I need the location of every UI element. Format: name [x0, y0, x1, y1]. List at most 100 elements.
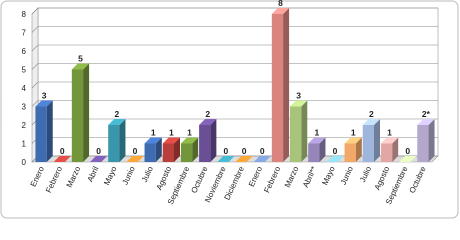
- bar-top: [108, 119, 126, 125]
- bar-top: [199, 119, 217, 125]
- value-label: 3: [296, 91, 301, 101]
- y-tick-label: 8: [22, 10, 27, 19]
- bar-group: [217, 156, 235, 162]
- bar-top: [71, 63, 90, 70]
- bar-group: [162, 137, 180, 162]
- bar-top: [344, 137, 362, 144]
- grid-line: [31, 44, 438, 52]
- bar-top: [53, 156, 71, 162]
- bar: [71, 69, 84, 162]
- value-label: 1: [314, 128, 319, 138]
- bar-top: [271, 8, 290, 14]
- value-label: 0: [405, 146, 410, 156]
- value-label: 0: [60, 146, 65, 156]
- bar-top: [290, 100, 308, 107]
- bar: [35, 106, 47, 162]
- bar-top: [380, 137, 399, 144]
- bar-side: [392, 137, 399, 162]
- bar-group: [71, 63, 90, 162]
- value-label: 2*: [422, 109, 431, 119]
- value-label: 5: [78, 54, 83, 64]
- bar-top: [308, 137, 326, 144]
- bar: [308, 143, 320, 162]
- bar-group: [417, 119, 435, 162]
- y-tick-label: 4: [22, 84, 27, 93]
- bar-top: [35, 100, 53, 107]
- bar-group: [308, 137, 326, 162]
- bar: [271, 14, 284, 162]
- value-label: 8: [278, 0, 283, 8]
- bar-side: [119, 119, 126, 162]
- bar: [380, 143, 393, 162]
- bar-group: [271, 8, 290, 162]
- bar: [290, 106, 302, 162]
- bar-side: [83, 63, 90, 162]
- bar: [344, 143, 356, 162]
- value-label: 2: [114, 109, 119, 119]
- y-tick-label: 5: [22, 66, 27, 75]
- bar-side: [428, 119, 435, 162]
- bar: [108, 125, 120, 162]
- bar-group: [35, 100, 53, 162]
- value-label: 0: [133, 146, 138, 156]
- bar-top: [326, 156, 344, 162]
- bar-side: [374, 119, 380, 162]
- y-tick-label: 7: [22, 29, 27, 38]
- y-tick-label: 1: [22, 140, 27, 149]
- grid-line: [31, 7, 438, 15]
- bar-side: [210, 119, 217, 162]
- bar-top: [362, 119, 380, 125]
- bar: [144, 143, 156, 162]
- bar-top: [162, 137, 180, 144]
- value-label: 1: [169, 128, 174, 138]
- value-label: 2: [369, 109, 374, 119]
- bar-side: [155, 137, 162, 162]
- bar-group: [53, 156, 71, 162]
- y-tick-label: 3: [22, 103, 27, 112]
- value-label: 0: [242, 146, 247, 156]
- bar-group: [253, 156, 271, 162]
- bar-group: [380, 137, 399, 162]
- value-label: 1: [151, 128, 156, 138]
- value-label: 0: [96, 146, 101, 156]
- bar-top: [235, 156, 253, 162]
- value-label: 2: [205, 109, 210, 119]
- bar-top: [90, 156, 108, 162]
- value-label: 0: [224, 146, 229, 156]
- bar-side: [355, 137, 362, 162]
- bar-side: [46, 100, 53, 162]
- bar-top: [144, 137, 162, 144]
- y-tick-label: 2: [22, 121, 27, 130]
- bar-group: [108, 119, 126, 162]
- bar-group: [144, 137, 162, 162]
- bar-top: [417, 119, 435, 125]
- bar-side: [319, 137, 326, 162]
- bar-group: [180, 137, 199, 162]
- bar-top: [399, 156, 417, 162]
- bar-side: [283, 8, 290, 162]
- bar-side: [192, 137, 199, 162]
- value-label: 0: [260, 146, 265, 156]
- value-label: 3: [42, 91, 47, 101]
- value-label: 0: [333, 146, 338, 156]
- bar-top: [126, 156, 144, 162]
- page: {"chart_data": {"type": "bar3d", "catego…: [0, 0, 460, 220]
- bar-group: [126, 156, 144, 162]
- value-label: 1: [187, 128, 192, 138]
- grid-line: [31, 81, 438, 89]
- bar: [180, 143, 193, 162]
- bar: [417, 125, 429, 162]
- chart: 012345678Enero3Febrero0Marzo5Abril0Mayo2…: [0, 0, 459, 219]
- bar-top: [217, 156, 235, 162]
- bar: [362, 125, 374, 162]
- bar-side: [174, 137, 180, 162]
- grid-line: [31, 26, 438, 33]
- bar-top: [180, 137, 199, 144]
- bar-group: [235, 156, 253, 162]
- bar: [162, 143, 174, 162]
- bar-group: [290, 100, 308, 162]
- bar-group: [399, 156, 417, 162]
- bar-group: [199, 119, 217, 162]
- y-tick-label: 6: [22, 47, 27, 56]
- bar-top: [253, 156, 271, 162]
